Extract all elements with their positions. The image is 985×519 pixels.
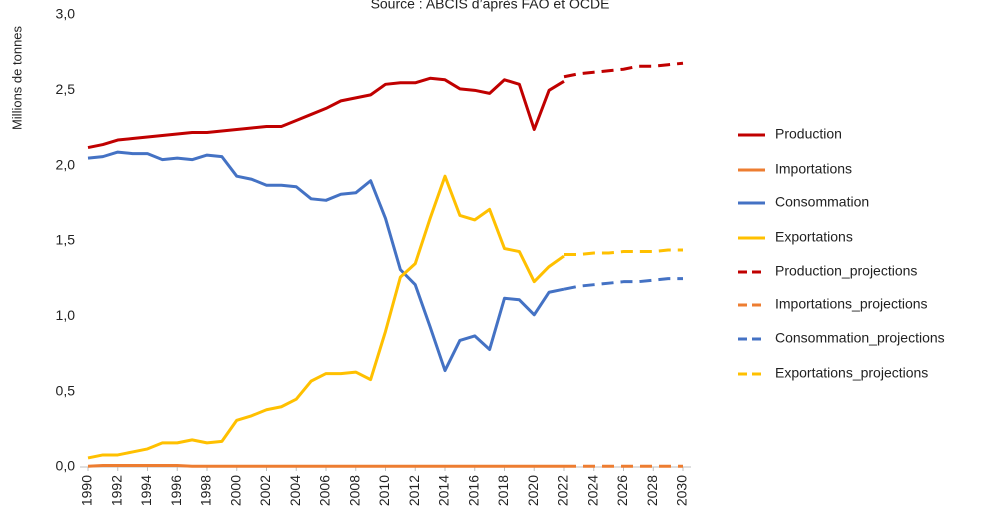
legend-label: Importations_projections [775, 296, 928, 312]
y-tick-label: 1,5 [56, 232, 76, 248]
x-tick-label: 2002 [257, 475, 273, 506]
x-tick-label: 1992 [108, 475, 124, 506]
y-tick-label: 0,5 [56, 382, 76, 398]
legend-label: Exportations [775, 229, 853, 245]
legend-label: Importations [775, 161, 852, 177]
x-tick-label: 2030 [674, 475, 690, 506]
x-tick-label: 2010 [376, 475, 392, 506]
series-line [564, 248, 683, 257]
x-tick-label: 2016 [465, 475, 481, 506]
legend-label: Production [775, 126, 842, 142]
x-tick-label: 2012 [406, 475, 422, 506]
y-tick-label: 3,0 [56, 6, 76, 22]
x-tick-label: 2020 [525, 475, 541, 506]
x-tick-label: 2006 [317, 475, 333, 506]
legend-label: Consommation_projections [775, 330, 945, 346]
legend-label: Exportations_projections [775, 365, 928, 381]
x-tick-label: 2024 [584, 475, 600, 506]
x-tick-label: 2004 [287, 475, 303, 506]
x-tick-label: 2008 [346, 475, 362, 506]
y-axis-label: Millions de tonnes [9, 25, 24, 130]
x-tick-label: 2026 [614, 475, 630, 506]
y-tick-label: 1,0 [56, 307, 76, 323]
chart-title: Source : ABCIS d’après FAO et OCDE [371, 0, 610, 12]
x-tick-label: 2014 [436, 475, 452, 506]
y-tick-label: 2,5 [56, 81, 76, 97]
series-line [563, 277, 683, 291]
x-tick-label: 1990 [79, 475, 95, 506]
x-tick-label: 2022 [555, 475, 571, 506]
y-tick-label: 2,0 [56, 156, 76, 172]
x-tick-label: 1996 [168, 475, 184, 506]
y-tick-label: 0,0 [56, 458, 76, 474]
series-line [87, 463, 564, 468]
series-line [87, 150, 565, 373]
series-line [87, 76, 565, 150]
legend-label: Consommation [775, 194, 869, 210]
legend-label: Production_projections [775, 263, 917, 279]
x-tick-label: 2000 [227, 475, 243, 506]
x-tick-label: 2018 [495, 475, 511, 506]
x-tick-label: 2028 [644, 475, 660, 506]
series-line [563, 61, 684, 79]
series-line [87, 174, 565, 460]
x-tick-label: 1998 [198, 475, 214, 506]
x-tick-label: 1994 [138, 475, 154, 506]
